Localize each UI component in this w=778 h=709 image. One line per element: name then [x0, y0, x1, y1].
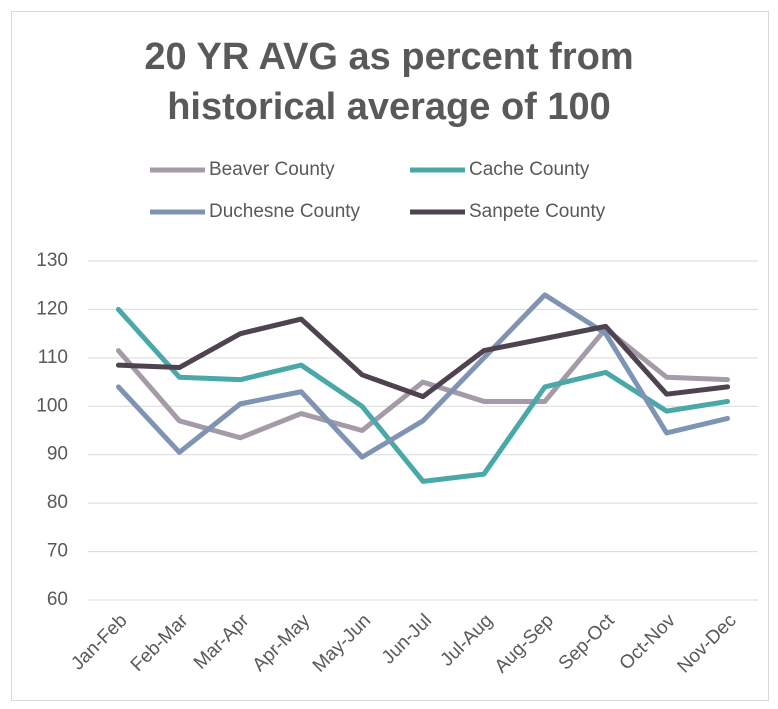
legend-label: Beaver County: [209, 159, 335, 180]
x-tick-label: Oct-Nov: [616, 610, 680, 674]
y-tick-label: 80: [47, 492, 68, 513]
x-tick-label: May-Jun: [309, 610, 375, 676]
legend-label: Duchesne County: [209, 201, 361, 222]
legend-label: Sanpete County: [469, 201, 606, 222]
y-tick-label: 120: [36, 298, 68, 319]
x-tick-label: Sep-Oct: [555, 610, 620, 675]
x-tick-label: Jul-Aug: [437, 610, 497, 670]
x-tick-label: Apr-May: [249, 610, 315, 676]
x-tick-label: Jun-Jul: [378, 610, 436, 668]
y-tick-label: 60: [47, 589, 68, 610]
series-line: [115, 292, 731, 460]
x-tick-label: Aug-Sep: [491, 610, 558, 677]
y-tick-label: 100: [36, 395, 68, 416]
y-tick-label: 110: [38, 347, 68, 368]
series-line: [115, 306, 731, 484]
series-line: [115, 326, 731, 441]
x-tick-label: Mar-Apr: [190, 610, 254, 674]
chart-border: [11, 11, 769, 701]
y-tick-label: 90: [47, 444, 68, 465]
y-tick-label: 70: [47, 541, 68, 562]
chart-title: 20 YR AVG as percent from historical ave…: [144, 36, 634, 128]
x-tick-label: Nov-Dec: [674, 610, 741, 677]
legend-label: Cache County: [469, 159, 590, 180]
x-tick-label: Jan-Feb: [67, 610, 131, 674]
series-line: [115, 316, 731, 400]
x-tick-label: Feb-Mar: [127, 610, 193, 676]
y-tick-label: 130: [36, 250, 68, 271]
